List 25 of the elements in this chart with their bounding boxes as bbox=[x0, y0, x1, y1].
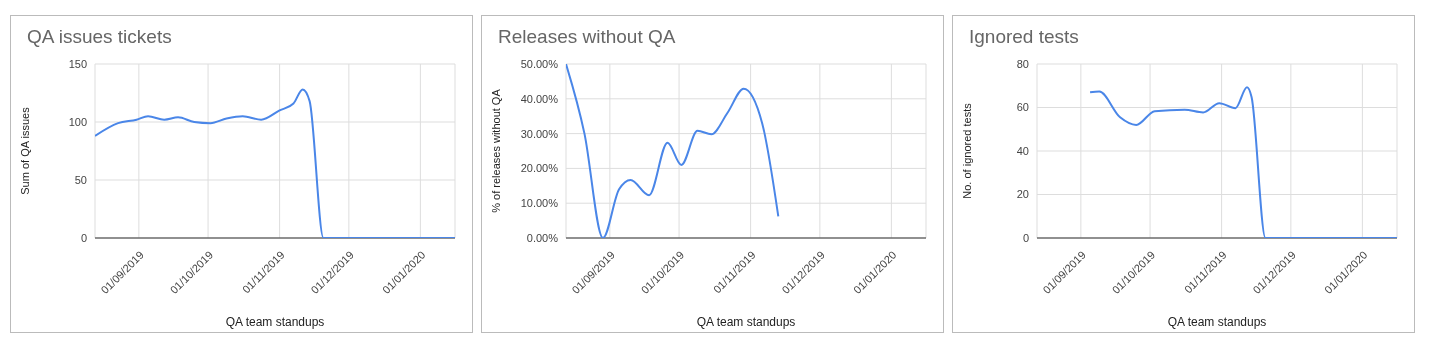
y-tick-label: 30.00% bbox=[520, 127, 559, 140]
y-tick-label: 40 bbox=[1016, 144, 1029, 157]
x-axis-title: QA team standups bbox=[696, 315, 796, 329]
y-tick-label: 0 bbox=[1022, 231, 1029, 244]
x-axis-title: QA team standups bbox=[1167, 315, 1267, 329]
x-axis-title: QA team standups bbox=[225, 315, 325, 329]
y-tick-label: 50.00% bbox=[520, 57, 559, 70]
y-axis-title: % of releases without QA bbox=[489, 88, 502, 213]
y-tick-label: 50 bbox=[74, 173, 87, 186]
chart-title: Releases without QA bbox=[497, 25, 677, 49]
y-tick-label: 40.00% bbox=[520, 92, 559, 105]
y-tick-label: 150 bbox=[68, 57, 87, 70]
y-tick-label: 80 bbox=[1016, 57, 1029, 70]
y-axis-title: No. of ignored tests bbox=[960, 102, 973, 199]
chart-title: Ignored tests bbox=[968, 25, 1080, 49]
y-tick-label: 10.00% bbox=[520, 197, 559, 210]
y-tick-label: 20 bbox=[1016, 188, 1029, 201]
line-series bbox=[1089, 86, 1397, 238]
y-axis-title: Sum of QA issues bbox=[18, 106, 31, 195]
y-tick-label: 100 bbox=[68, 115, 87, 128]
y-tick-label: 0 bbox=[80, 231, 87, 244]
y-tick-label: 60 bbox=[1016, 101, 1029, 114]
y-tick-label: 0.00% bbox=[526, 231, 559, 244]
chart-title: QA issues tickets bbox=[26, 25, 173, 49]
y-tick-label: 20.00% bbox=[520, 162, 559, 175]
